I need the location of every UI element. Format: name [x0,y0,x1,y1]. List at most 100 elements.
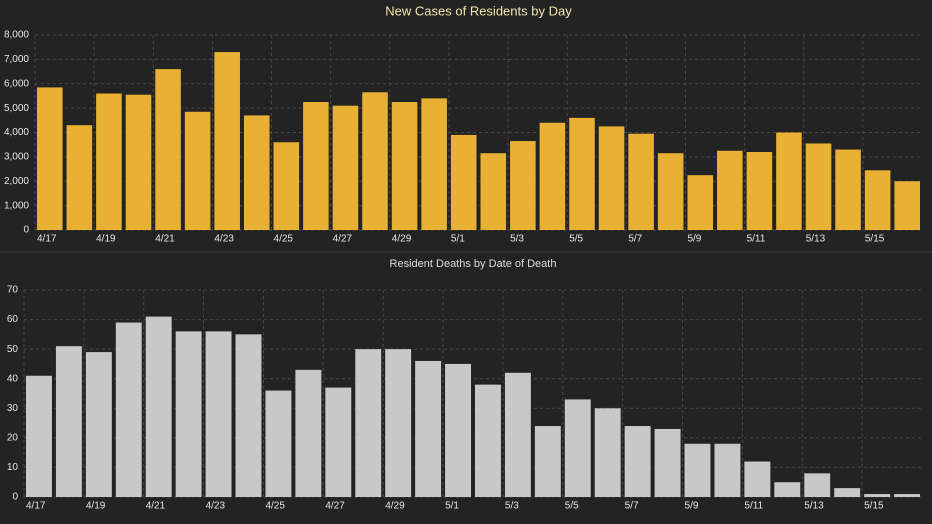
bar [96,93,122,230]
bar [894,181,920,230]
bar [684,443,711,497]
y-tick-label: 70 [7,285,19,296]
bar [273,142,300,230]
x-tick-label: 4/29 [392,234,412,245]
x-tick-label: 5/1 [445,501,459,512]
x-tick-label: 5/5 [569,234,583,245]
x-tick-label: 5/3 [510,234,524,245]
x-tick-label: 4/25 [265,501,285,512]
x-tick-label: 5/13 [806,234,826,245]
bar [564,399,591,497]
bar [26,375,52,497]
bar [421,98,447,230]
bar [362,92,388,230]
bar [805,143,832,230]
x-tick-label: 5/7 [625,501,639,512]
x-tick-label: 4/17 [37,234,57,245]
bar [325,387,352,497]
bar [385,349,412,497]
x-tick-label: 4/23 [214,234,234,245]
bar [265,390,292,497]
bar [717,150,743,230]
x-tick-label: 4/29 [385,501,405,512]
bar [598,126,625,230]
x-tick-label: 4/23 [206,501,226,512]
y-tick-label: 40 [7,373,19,384]
x-tick-label: 5/7 [628,234,642,245]
bar [295,369,322,497]
y-tick-label: 30 [7,403,19,414]
bar [774,482,801,497]
bar [66,125,93,230]
bar [243,115,270,230]
y-tick-label: 8,000 [4,30,29,41]
y-tick-label: 0 [23,225,29,236]
x-tick-label: 4/19 [96,234,116,245]
bar [776,132,802,230]
chart-title: Resident Deaths by Date of Death [390,258,557,270]
bar [534,426,561,497]
bar [835,149,861,230]
bar [175,331,202,497]
x-tick-label: 4/21 [146,501,166,512]
x-tick-label: 4/17 [26,501,46,512]
x-tick-label: 5/13 [804,501,824,512]
y-tick-label: 7,000 [4,54,29,65]
bar [115,322,142,497]
y-tick-label: 20 [7,432,19,443]
y-tick-label: 1,000 [4,200,29,211]
y-tick-label: 5,000 [4,103,29,114]
y-tick-label: 4,000 [4,127,29,138]
bar [628,133,654,230]
bar [504,372,531,497]
x-tick-label: 5/1 [451,234,465,245]
bar [569,117,595,230]
bar [480,153,507,230]
bar [834,488,861,497]
bar [744,461,771,497]
x-tick-label: 5/9 [687,234,701,245]
bar [391,102,418,230]
bar [332,105,359,230]
y-tick-label: 60 [7,314,19,325]
bar [539,122,566,230]
x-tick-label: 4/27 [333,234,353,245]
bar [864,170,891,230]
bar [205,331,232,497]
bar [214,52,240,230]
x-tick-label: 4/27 [325,501,345,512]
bar [450,134,477,230]
bar [125,94,152,230]
bar [303,102,329,230]
bar [894,494,920,497]
y-tick-label: 2,000 [4,176,29,187]
bar [55,346,82,497]
x-tick-label: 5/11 [747,234,766,245]
y-tick-label: 3,000 [4,152,29,163]
bar [184,111,211,230]
bar [37,87,63,230]
x-tick-label: 5/3 [505,501,519,512]
y-tick-label: 50 [7,344,19,355]
bar [624,426,651,497]
x-tick-label: 5/9 [685,501,699,512]
bar [475,384,501,497]
bar [445,363,471,497]
bar [864,494,891,497]
chart-title: New Cases of Residents by Day [385,3,572,18]
y-tick-label: 0 [12,492,18,503]
bar [355,349,382,497]
bar [714,443,741,497]
x-tick-label: 5/15 [865,234,885,245]
bar [85,352,112,497]
y-tick-label: 6,000 [4,78,29,89]
bar [746,152,773,230]
bar [415,360,442,497]
bar [145,316,172,497]
bar [594,408,621,497]
bar [687,175,714,230]
bar [235,334,262,497]
x-tick-label: 5/11 [744,501,763,512]
y-tick-label: 10 [7,462,19,473]
